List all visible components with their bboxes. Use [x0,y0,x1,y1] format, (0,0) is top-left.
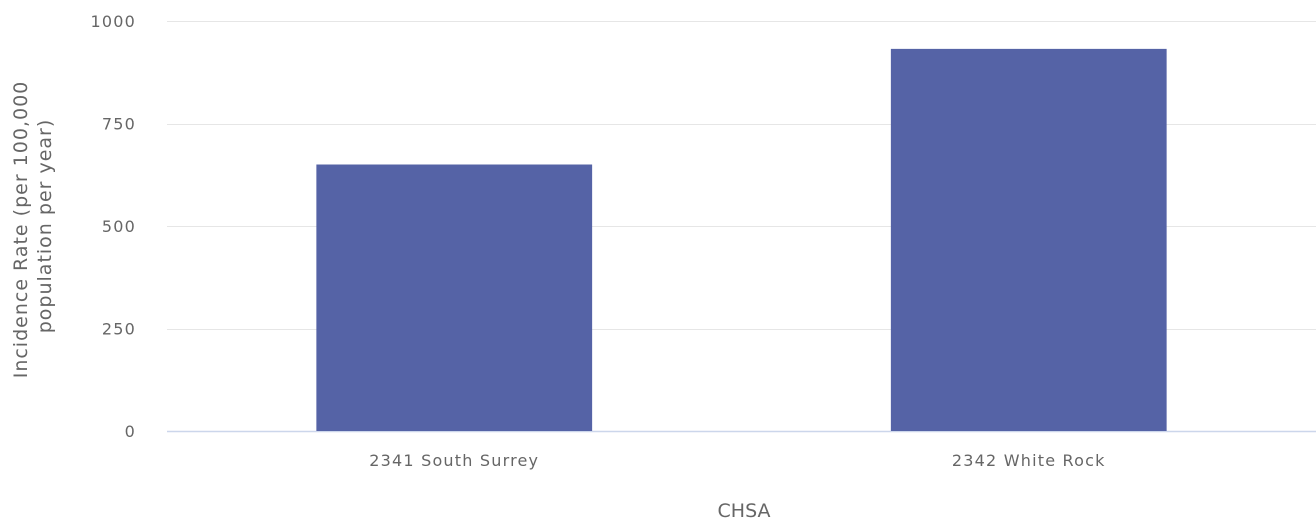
x-axis-tick-labels: 2341 South Surrey 2342 White Rock [369,451,1106,470]
y-tick-label: 1000 [90,12,136,31]
bar[interactable] [890,48,1167,431]
bar[interactable] [316,164,593,432]
x-tick-label: 2341 South Surrey [369,451,539,470]
x-axis-title: CHSA [718,500,771,522]
y-tick-label: 500 [102,217,136,236]
y-tick-label: 0 [125,422,136,441]
x-tick-label: 2342 White Rock [952,451,1106,470]
y-tick-label: 750 [102,115,136,134]
bars [316,48,1167,432]
y-axis-title-line-2: population per year) [34,119,56,334]
y-tick-label: 250 [102,320,136,339]
y-axis-title: Incidence Rate (per 100,000 population p… [10,74,56,379]
y-axis-title-line-1: Incidence Rate (per 100,000 [10,81,32,379]
y-axis-tick-labels: 0 250 500 750 1000 [90,12,136,441]
